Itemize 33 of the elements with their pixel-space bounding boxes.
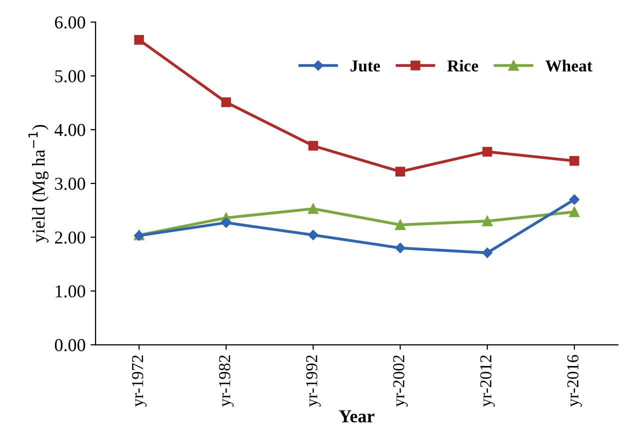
x-tick-label: yr-1992: [306, 355, 321, 407]
point: [134, 34, 144, 45]
y-tick-label: 6.00: [55, 16, 86, 29]
legend-label: Jute: [350, 60, 380, 72]
point: [482, 146, 492, 157]
x-tick-label: yr-2002: [393, 355, 408, 407]
point: [395, 242, 406, 254]
x-tick-label: yr-2012: [480, 355, 495, 407]
x-axis-title: Year: [338, 410, 374, 422]
x-tick-label: yr-1982: [219, 355, 234, 407]
point: [482, 248, 492, 258]
point: [221, 218, 232, 228]
point: [308, 140, 318, 151]
point: [221, 97, 231, 108]
point: [569, 194, 580, 205]
y-tick-label: 4.00: [54, 124, 86, 136]
y-tick-label: 5.00: [55, 70, 86, 82]
point: [308, 230, 318, 240]
y-tick-label: 2.00: [55, 231, 86, 244]
x-tick-label: yr-2016: [567, 354, 582, 407]
x-tick-label: yr-1972: [132, 355, 147, 407]
point: [570, 156, 580, 166]
point: [395, 220, 406, 230]
legend-label: Rice: [447, 60, 478, 72]
point: [308, 203, 318, 214]
y-tick-label: 3.00: [55, 178, 86, 190]
point: [482, 216, 493, 226]
point: [569, 206, 580, 218]
point: [395, 166, 406, 176]
legend-label: Wheat: [545, 60, 592, 72]
y-tick-label: 0.00: [54, 339, 86, 352]
y-axis-title: yield (Mg ha$^{−1}$): [28, 124, 48, 243]
y-tick-label: 1.00: [56, 285, 86, 298]
